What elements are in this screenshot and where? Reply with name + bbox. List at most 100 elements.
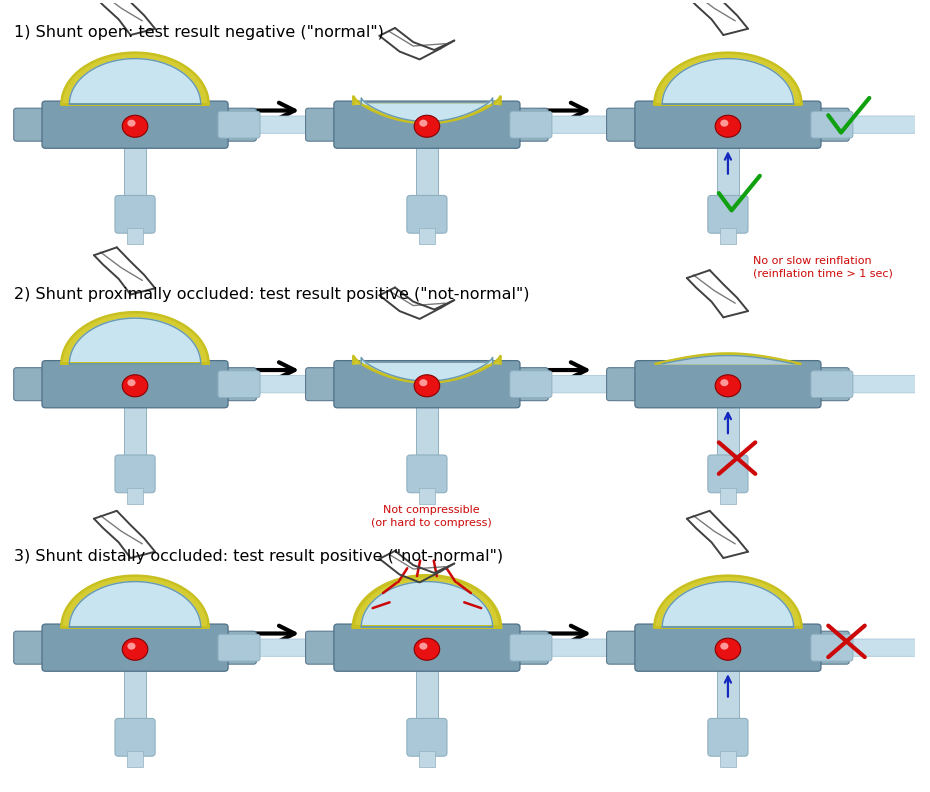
Circle shape [122, 375, 148, 397]
FancyBboxPatch shape [510, 112, 551, 138]
Bar [717, 668, 738, 722]
Circle shape [720, 120, 728, 127]
Text: 1) Shunt open: test result negative ("normal"): 1) Shunt open: test result negative ("no… [14, 25, 383, 40]
FancyBboxPatch shape [513, 367, 549, 401]
Polygon shape [70, 581, 201, 627]
FancyBboxPatch shape [635, 360, 821, 408]
FancyBboxPatch shape [811, 112, 853, 138]
Polygon shape [353, 356, 500, 383]
Bar [419, 752, 434, 767]
FancyBboxPatch shape [406, 718, 447, 756]
Circle shape [414, 375, 440, 397]
FancyBboxPatch shape [708, 196, 748, 233]
Bar [416, 145, 438, 199]
Circle shape [715, 116, 740, 137]
Bar [419, 228, 434, 244]
Bar [720, 752, 736, 767]
Circle shape [720, 379, 728, 386]
Bar [720, 488, 736, 504]
FancyBboxPatch shape [406, 196, 447, 233]
Bar [127, 488, 142, 504]
FancyBboxPatch shape [635, 101, 821, 148]
Polygon shape [70, 59, 201, 105]
FancyBboxPatch shape [606, 367, 642, 401]
FancyBboxPatch shape [815, 631, 849, 664]
FancyBboxPatch shape [218, 371, 260, 398]
FancyBboxPatch shape [849, 639, 930, 657]
Bar [720, 228, 736, 244]
FancyBboxPatch shape [549, 639, 652, 657]
Bar [127, 752, 142, 767]
FancyBboxPatch shape [334, 101, 520, 148]
Polygon shape [361, 98, 493, 121]
Text: Not compressible
(or hard to compress): Not compressible (or hard to compress) [371, 505, 492, 528]
Polygon shape [70, 318, 201, 364]
Circle shape [127, 120, 136, 127]
Bar [416, 668, 438, 722]
Polygon shape [353, 97, 500, 123]
FancyBboxPatch shape [221, 367, 257, 401]
FancyBboxPatch shape [406, 455, 447, 493]
Bar [717, 405, 738, 458]
FancyBboxPatch shape [606, 631, 642, 664]
FancyBboxPatch shape [218, 634, 260, 661]
FancyBboxPatch shape [849, 375, 930, 393]
Text: 3) Shunt distally occluded: test result positive ("not-normal"): 3) Shunt distally occluded: test result … [14, 550, 503, 565]
FancyBboxPatch shape [849, 116, 930, 133]
Polygon shape [662, 581, 793, 627]
Polygon shape [61, 53, 208, 105]
Polygon shape [655, 53, 802, 105]
Bar [124, 145, 146, 199]
FancyBboxPatch shape [257, 116, 360, 133]
Circle shape [122, 116, 148, 137]
FancyBboxPatch shape [510, 634, 551, 661]
FancyBboxPatch shape [42, 624, 228, 672]
Circle shape [715, 638, 740, 661]
FancyBboxPatch shape [221, 109, 257, 141]
Circle shape [414, 116, 440, 137]
Circle shape [715, 375, 740, 397]
FancyBboxPatch shape [14, 109, 48, 141]
FancyBboxPatch shape [115, 455, 155, 493]
FancyBboxPatch shape [218, 112, 260, 138]
FancyBboxPatch shape [549, 116, 652, 133]
Text: No or slow reinflation
(reinflation time > 1 sec): No or slow reinflation (reinflation time… [753, 256, 894, 279]
Bar [416, 405, 438, 458]
FancyBboxPatch shape [306, 109, 340, 141]
FancyBboxPatch shape [708, 718, 748, 756]
FancyBboxPatch shape [115, 196, 155, 233]
Polygon shape [656, 353, 800, 364]
FancyBboxPatch shape [115, 718, 155, 756]
FancyBboxPatch shape [815, 109, 849, 141]
Circle shape [720, 642, 728, 649]
FancyBboxPatch shape [42, 360, 228, 408]
FancyBboxPatch shape [811, 371, 853, 398]
Text: 2) Shunt proximally occluded: test result positive ("not-normal"): 2) Shunt proximally occluded: test resul… [14, 287, 529, 303]
FancyBboxPatch shape [708, 455, 748, 493]
FancyBboxPatch shape [14, 367, 48, 401]
FancyBboxPatch shape [334, 360, 520, 408]
Bar [717, 145, 738, 199]
Polygon shape [361, 357, 493, 381]
FancyBboxPatch shape [513, 631, 549, 664]
FancyBboxPatch shape [221, 631, 257, 664]
Circle shape [419, 120, 428, 127]
Bar [124, 405, 146, 458]
Polygon shape [61, 576, 208, 627]
FancyBboxPatch shape [549, 375, 652, 393]
Polygon shape [353, 576, 500, 627]
FancyBboxPatch shape [42, 101, 228, 148]
FancyBboxPatch shape [815, 367, 849, 401]
Polygon shape [655, 576, 802, 627]
FancyBboxPatch shape [306, 631, 340, 664]
Circle shape [414, 638, 440, 661]
FancyBboxPatch shape [513, 109, 549, 141]
Circle shape [122, 638, 148, 661]
FancyBboxPatch shape [257, 375, 360, 393]
Bar [419, 488, 434, 504]
FancyBboxPatch shape [306, 367, 340, 401]
FancyBboxPatch shape [811, 634, 853, 661]
FancyBboxPatch shape [510, 371, 551, 398]
FancyBboxPatch shape [334, 624, 520, 672]
Circle shape [127, 379, 136, 386]
